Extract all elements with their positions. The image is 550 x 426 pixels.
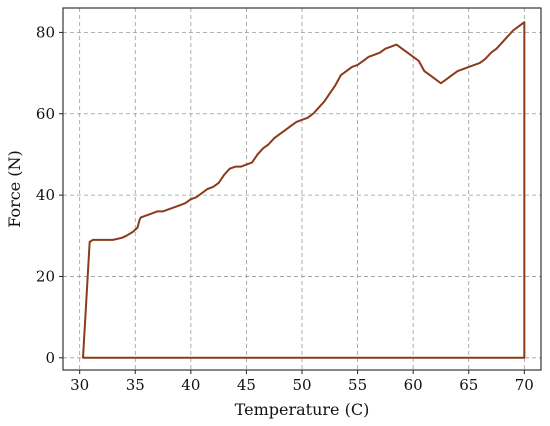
x-tick-label: 30 xyxy=(70,376,89,394)
ticks: 30 35 40 45 50 55 60 65 70 0 20 40 60 80 xyxy=(36,23,534,394)
x-tick-label: 40 xyxy=(181,376,200,394)
y-tick-label: 0 xyxy=(45,349,55,367)
y-tick-label: 20 xyxy=(36,267,55,285)
series-layer xyxy=(82,21,526,359)
y-tick-label: 80 xyxy=(36,23,55,41)
y-tick-label: 40 xyxy=(36,186,55,204)
series-line xyxy=(82,21,526,359)
x-axis-label: Temperature (C) xyxy=(235,400,370,419)
x-tick-label: 50 xyxy=(292,376,311,394)
x-tick-label: 35 xyxy=(126,376,145,394)
y-tick-label: 60 xyxy=(36,105,55,123)
x-tick-label: 65 xyxy=(459,376,478,394)
plot-frame xyxy=(62,7,542,371)
x-tick-label: 55 xyxy=(348,376,367,394)
y-axis-label: Force (N) xyxy=(5,150,24,228)
x-tick-label: 60 xyxy=(404,376,423,394)
x-tick-label: 45 xyxy=(237,376,256,394)
x-tick-label: 70 xyxy=(515,376,534,394)
grid-lines xyxy=(63,8,541,370)
